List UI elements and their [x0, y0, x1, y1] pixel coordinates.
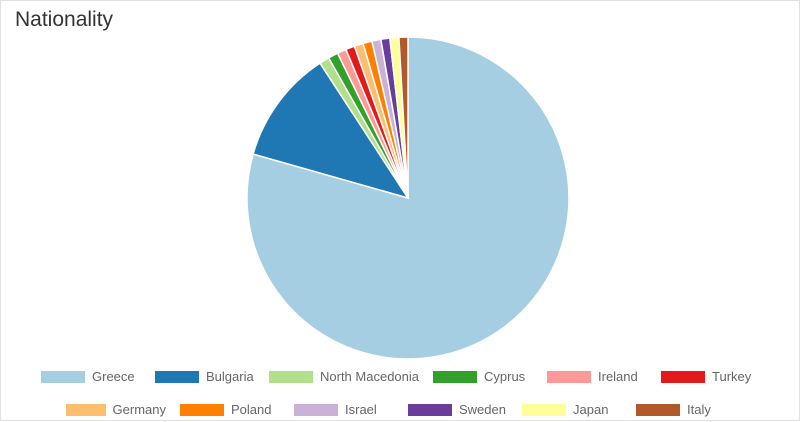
legend-label: Turkey: [712, 369, 752, 384]
legend-label: Germany: [112, 402, 166, 417]
pie-slice: [252, 62, 410, 200]
pie-slice: [398, 36, 409, 199]
legend-label: Greece: [92, 369, 135, 384]
legend-item[interactable]: Cyprus: [433, 368, 533, 385]
legend-swatch: [294, 403, 338, 416]
legend-item[interactable]: Greece: [41, 368, 141, 385]
legend-item[interactable]: Germany: [66, 401, 166, 418]
chart-title: Nationality: [15, 8, 114, 31]
legend: Greece Bulgaria North Macedonia Cyprus Irela…: [41, 368, 761, 418]
legend-item[interactable]: Turkey: [661, 368, 761, 385]
legend-swatch: [41, 370, 85, 383]
legend-label: Cyprus: [484, 369, 526, 384]
legend-swatch: [433, 370, 477, 383]
legend-swatch: [155, 370, 199, 383]
legend-item[interactable]: Poland: [180, 401, 280, 418]
legend-swatch: [66, 403, 106, 416]
legend-label: Japan: [573, 402, 609, 417]
legend-swatch: [408, 403, 452, 416]
legend-swatch: [636, 403, 680, 416]
legend-label: North Macedonia: [320, 369, 419, 384]
legend-swatch: [180, 403, 224, 416]
legend-item[interactable]: North Macedonia: [269, 368, 419, 385]
legend-label: Ireland: [598, 369, 638, 384]
legend-swatch: [547, 370, 591, 383]
legend-swatch: [522, 403, 566, 416]
legend-item[interactable]: Sweden: [408, 401, 508, 418]
legend-item[interactable]: Ireland: [547, 368, 647, 385]
legend-item[interactable]: Italy: [636, 401, 736, 418]
legend-label: Bulgaria: [206, 369, 254, 384]
legend-item[interactable]: Bulgaria: [155, 368, 255, 385]
legend-item[interactable]: Israel: [294, 401, 394, 418]
legend-swatch: [661, 370, 705, 383]
legend-swatch: [269, 370, 313, 383]
legend-label: Poland: [231, 402, 272, 417]
legend-label: Israel: [345, 402, 377, 417]
legend-item[interactable]: Japan: [522, 401, 622, 418]
legend-label: Italy: [687, 402, 711, 417]
legend-label: Sweden: [459, 402, 506, 417]
